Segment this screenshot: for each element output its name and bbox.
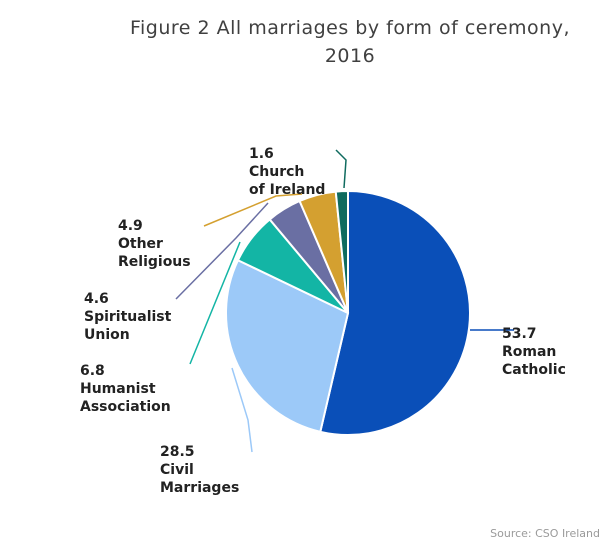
leader-line-spiritualist-union bbox=[175, 202, 269, 300]
slice-label-humanist-association: 6.8 Humanist Association bbox=[80, 363, 171, 415]
pie-slice-roman-catholic bbox=[319, 189, 471, 436]
source-note: Source: CSO Ireland bbox=[490, 527, 600, 540]
slice-label-roman-catholic: 53.7 Roman Catholic bbox=[502, 326, 566, 378]
slice-label-civil-marriages: 28.5 Civil Marriages bbox=[160, 444, 239, 496]
slice-label-spiritualist-union: 4.6 Spiritualist Union bbox=[84, 291, 172, 343]
leader-line-other-religious bbox=[203, 193, 303, 227]
slice-label-church-of-ireland: 1.6 Church of Ireland bbox=[249, 146, 325, 198]
pie-slice-church-of-ireland bbox=[334, 189, 349, 314]
leader-line-civil-marriages bbox=[231, 367, 253, 453]
chart-title-line-2: 2016 bbox=[324, 45, 376, 67]
pie-slice-civil-marriages bbox=[225, 258, 350, 434]
leader-line-church-of-ireland bbox=[335, 149, 347, 189]
chart-title-line-1: Figure 2 All marriages by form of ceremo… bbox=[129, 17, 571, 39]
slice-label-other-religious: 4.9 Other Religious bbox=[118, 218, 191, 270]
chart-title: Figure 2 All marriages by form of ceremo… bbox=[0, 14, 614, 70]
leader-line-humanist-association bbox=[189, 241, 241, 365]
